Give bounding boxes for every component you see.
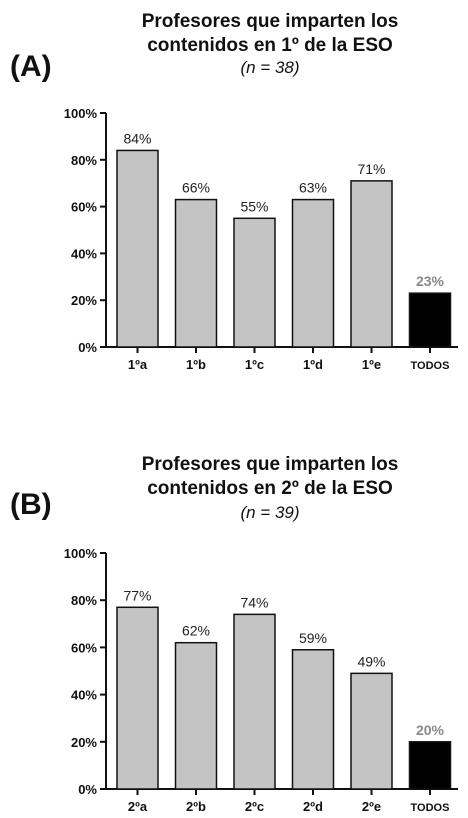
data-label: 71% [357,161,385,177]
data-label: 23% [416,273,445,289]
y-tick-label: 80% [71,593,97,608]
y-tick-label: 60% [71,640,97,655]
chart-title-line1: Profesores que imparten los [141,454,399,475]
x-tick-label: 2ºa [128,799,148,814]
bar-1ºb [174,198,218,348]
chart-panel-a: (A) Profesores que imparten los contenid… [0,0,468,380]
data-label: 59% [299,630,327,646]
x-tick-label: 1ºe [362,357,381,372]
x-tick-label: 2ºd [303,799,323,814]
y-tick-label: 60% [71,200,97,215]
y-tick-label: 0% [78,782,97,797]
y-tick-label: 100% [64,106,98,121]
y-tick-label: 100% [64,546,98,561]
bar-TODOS [408,741,452,790]
data-label: 77% [123,587,151,603]
bar-2ºd [291,649,335,790]
y-tick-label: 40% [71,688,97,703]
data-label: 66% [182,180,210,196]
x-tick-label: 1ºb [186,357,206,372]
chart-panel-b: (B) Profesores que imparten los contenid… [0,440,468,818]
bar-1ºe [350,180,393,348]
bar-2ºb [174,641,218,790]
bar-1ºc [233,217,276,348]
panel-label: (A) [10,50,52,83]
chart-subtitle: (n = 38) [240,58,300,77]
data-label: 20% [416,722,445,738]
data-label: 84% [123,130,151,146]
bar-1ºa [116,149,159,348]
bar-1ºd [291,198,335,348]
chart-title-line2: contenidos en 2º de la ESO [147,478,393,499]
bar-TODOS [408,292,452,348]
bar-2ºe [350,672,393,790]
y-tick-label: 0% [78,340,97,355]
chart-subtitle: (n = 39) [240,503,300,522]
x-tick-label: TODOS [411,360,450,372]
data-label: 49% [357,653,385,669]
x-tick-label: 2ºb [186,799,206,814]
x-tick-label: 1ºa [128,357,148,372]
bar-chart: 0% 20% 40% 60% 80% 100% 84% 1ºa 66% 1ºb 55% 1ºc 63% 1… [64,106,458,372]
x-tick-label: 1ºc [245,357,264,372]
x-tick-label: 1ºd [303,357,323,372]
chart-title-line1: Profesores que imparten los [141,11,399,32]
x-tick-label: 2ºe [362,799,381,814]
y-tick-label: 20% [71,735,97,750]
data-label: 62% [182,623,210,639]
x-tick-label: 2ºc [245,799,264,814]
data-label: 74% [240,594,268,610]
bar-2ºc [233,613,276,790]
data-label: 63% [299,180,327,196]
y-tick-label: 20% [71,293,97,308]
data-label: 55% [240,198,268,214]
bar-chart: 0% 20% 40% 60% 80% 100% 77% 2ºa 62% 2ºb 74% 2ºc 59% 2… [64,546,458,814]
bar-2ºa [116,606,159,790]
panel-label: (B) [10,488,52,521]
y-tick-label: 80% [71,153,97,168]
y-tick-label: 40% [71,246,97,261]
chart-title-line2: contenidos en 1º de la ESO [147,35,393,56]
x-tick-label: TODOS [411,802,450,814]
